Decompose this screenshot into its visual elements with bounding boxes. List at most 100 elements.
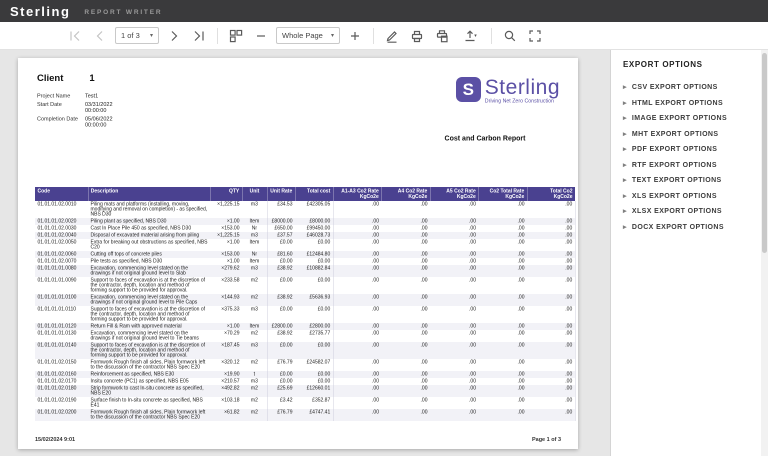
- export-option-image-export-options[interactable]: ▸IMAGE EXPORT OPTIONS: [623, 111, 768, 127]
- export-option-xls-export-options[interactable]: ▸XLS EXPORT OPTIONS: [623, 189, 768, 205]
- export-option-csv-export-options[interactable]: ▸CSV EXPORT OPTIONS: [623, 80, 768, 96]
- zoom-in-button[interactable]: [345, 26, 365, 46]
- export-option-label: RTF EXPORT OPTIONS: [632, 162, 717, 169]
- print-button[interactable]: [407, 26, 427, 46]
- cell-a4-co2-rate: .00: [382, 277, 431, 294]
- sterling-logo-icon: S: [456, 77, 481, 102]
- cell-total-co2: .00: [527, 225, 575, 232]
- cell-total-cost: £2735.77: [295, 330, 333, 342]
- table-row: 01.01.01.02.0030Cast In Place Pile 450 a…: [35, 225, 575, 232]
- export-option-xlsx-export-options[interactable]: ▸XLSX EXPORT OPTIONS: [623, 204, 768, 220]
- cell-total-co2: .00: [527, 385, 575, 397]
- cell-description: Return Fill & Ram with approved material: [88, 323, 210, 330]
- cell-unit-rate: £650.00: [267, 225, 295, 232]
- cell-co2-total-rate: .00: [479, 397, 528, 409]
- table-row: 01.01.01.02.0050Extra for breaking out o…: [35, 239, 575, 251]
- cell-a1a3-co2-rate: .00: [333, 342, 382, 359]
- cell-total-co2: .00: [527, 277, 575, 294]
- cell-a4-co2-rate: .00: [382, 342, 431, 359]
- logo-tagline: Driving Net Zero Construction: [485, 98, 560, 104]
- export-option-label: HTML EXPORT OPTIONS: [632, 100, 723, 107]
- report-page-content: Client 1 Project Name Test1 Start Date 0…: [18, 58, 578, 449]
- page-number-combobox[interactable]: 1 of 3 ▾: [115, 27, 159, 44]
- zoom-out-icon: [254, 29, 268, 43]
- export-option-rtf-export-options[interactable]: ▸ RTF EXPORT OPTIONS: [623, 158, 768, 174]
- export-option-pdf-export-options[interactable]: ▸PDF EXPORT OPTIONS: [623, 142, 768, 158]
- cell-code: 01.01.01.02.0190: [35, 397, 88, 409]
- cell-code: 01.01.01.01.0100: [35, 294, 88, 306]
- highlight-editing-fields-button[interactable]: [382, 26, 402, 46]
- print-page-button[interactable]: [432, 26, 452, 46]
- export-menu-button[interactable]: ▾: [457, 26, 483, 46]
- previous-page-button[interactable]: [90, 26, 110, 46]
- cell-unit: m2: [242, 277, 267, 294]
- toolbar-separator: [217, 28, 218, 44]
- cell-a5-co2-rate: .00: [430, 277, 479, 294]
- cell-a1a3-co2-rate: .00: [333, 201, 382, 218]
- meta-label: Project Name: [37, 93, 85, 99]
- cell-a1a3-co2-rate: .00: [333, 258, 382, 265]
- cell-a5-co2-rate: .00: [430, 258, 479, 265]
- cell-description: Excavation, commencing level stated on t…: [88, 330, 210, 342]
- meta-value: Test1: [85, 93, 113, 99]
- cell-co2-total-rate: .00: [479, 277, 528, 294]
- table-row: 01.01.01.02.0040Disposal of excavated ma…: [35, 232, 575, 239]
- sidebar-scrollbar[interactable]: [761, 50, 768, 456]
- cell-a4-co2-rate: .00: [382, 371, 431, 378]
- next-page-icon: [167, 29, 181, 43]
- multipage-toggle-button[interactable]: [226, 26, 246, 46]
- cell-total-co2: .00: [527, 323, 575, 330]
- cell-total-co2: .00: [527, 218, 575, 225]
- cell-unit-rate: £38.92: [267, 265, 295, 277]
- search-button[interactable]: [500, 26, 520, 46]
- expand-arrow-icon: ▸: [623, 162, 627, 169]
- cell-total-cost: £5636.93: [295, 294, 333, 306]
- column-header-code: Code: [35, 187, 88, 201]
- export-option-text-export-options[interactable]: ▸ TEXT EXPORT OPTIONS: [623, 173, 768, 189]
- export-option-html-export-options[interactable]: ▸HTML EXPORT OPTIONS: [623, 96, 768, 112]
- cell-total-cost: £4747.41: [295, 409, 333, 421]
- cell-a1a3-co2-rate: .00: [333, 397, 382, 409]
- table-row: 01.01.01.02.0160Reinforcement as specifi…: [35, 371, 575, 378]
- cell-total-cost: £0.00: [295, 239, 333, 251]
- cell-qty: ×153.00: [210, 251, 242, 258]
- cell-a5-co2-rate: .00: [430, 359, 479, 371]
- next-page-button[interactable]: [164, 26, 184, 46]
- export-option-label: TEXT EXPORT OPTIONS: [632, 177, 722, 184]
- cell-description: Excavation, commencing level stated on t…: [88, 294, 210, 306]
- expand-arrow-icon: ▸: [623, 177, 627, 184]
- cell-co2-total-rate: .00: [479, 371, 528, 378]
- cell-a5-co2-rate: .00: [430, 409, 479, 421]
- cell-a5-co2-rate: .00: [430, 323, 479, 330]
- export-option-mht-export-options[interactable]: ▸MHT EXPORT OPTIONS: [623, 127, 768, 143]
- cell-qty: ×1,225.15: [210, 201, 242, 218]
- fullscreen-button[interactable]: [525, 26, 545, 46]
- first-page-button[interactable]: [65, 26, 85, 46]
- cell-co2-total-rate: .00: [479, 330, 528, 342]
- cell-code: 01.01.01.01.0080: [35, 265, 88, 277]
- cell-a4-co2-rate: .00: [382, 239, 431, 251]
- cell-a4-co2-rate: .00: [382, 265, 431, 277]
- cell-co2-total-rate: .00: [479, 218, 528, 225]
- zoom-out-button[interactable]: [251, 26, 271, 46]
- expand-arrow-icon: ▸: [623, 131, 627, 138]
- scrollbar-thumb[interactable]: [762, 53, 767, 253]
- last-page-button[interactable]: [189, 26, 209, 46]
- zoom-combobox[interactable]: Whole Page ▾: [276, 27, 340, 44]
- table-row: 01.01.01.01.0130Excavation, commencing l…: [35, 330, 575, 342]
- cell-qty: ×492.82: [210, 385, 242, 397]
- cell-a1a3-co2-rate: .00: [333, 232, 382, 239]
- zoom-level-value: Whole Page: [282, 31, 323, 40]
- cell-unit-rate: £0.00: [267, 258, 295, 265]
- cell-unit: m2: [242, 397, 267, 409]
- cell-description: Pile tests as specified, NBS D30: [88, 258, 210, 265]
- export-option-docx-export-options[interactable]: ▸DOCX EXPORT OPTIONS: [623, 220, 768, 236]
- cell-total-co2: .00: [527, 294, 575, 306]
- cell-a5-co2-rate: .00: [430, 294, 479, 306]
- table-row: 01.01.01.02.0060Cutting off tops of conc…: [35, 251, 575, 258]
- chevron-down-icon: ▾: [150, 33, 153, 39]
- export-option-label: PDF EXPORT OPTIONS: [632, 146, 717, 153]
- cell-code: 01.01.01.01.0120: [35, 323, 88, 330]
- table-row: 01.01.01.01.0120Return Fill & Ram with a…: [35, 323, 575, 330]
- cell-qty: ×153.00: [210, 225, 242, 232]
